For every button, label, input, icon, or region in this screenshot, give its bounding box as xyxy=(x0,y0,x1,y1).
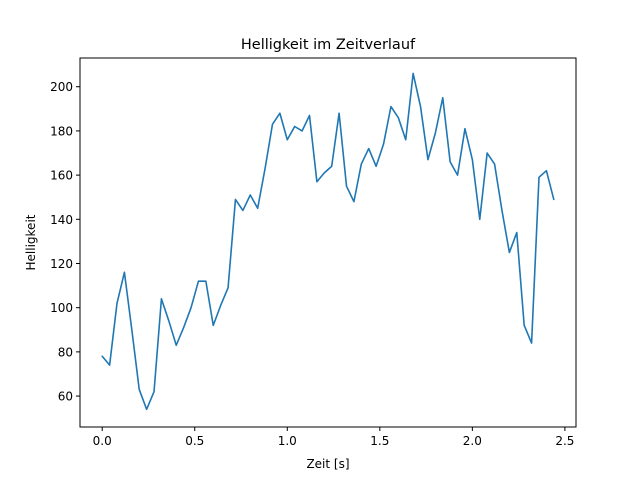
y-axis-label: Helligkeit xyxy=(24,214,38,270)
y-tick-label: 180 xyxy=(50,124,73,138)
y-tick-label: 200 xyxy=(50,80,73,94)
y-tick-label: 160 xyxy=(50,169,73,183)
x-tick-label: 2.5 xyxy=(555,434,574,448)
x-axis-label: Zeit [s] xyxy=(306,457,349,471)
y-tick-label: 140 xyxy=(50,213,73,227)
series-line xyxy=(101,72,555,411)
y-tick-label: 100 xyxy=(50,301,73,315)
x-tick-label: 1.5 xyxy=(370,434,389,448)
y-tick-label: 120 xyxy=(50,257,73,271)
chart-title: Helligkeit im Zeitverlauf xyxy=(241,37,416,53)
x-axis: 0.0 0.5 1.0 1.5 2.0 2.5 xyxy=(93,427,574,448)
x-tick-label: 2.0 xyxy=(463,434,482,448)
x-tick-label: 1.0 xyxy=(278,434,297,448)
plot-frame xyxy=(79,57,577,428)
x-tick-label: 0.5 xyxy=(185,434,204,448)
y-tick-label: 60 xyxy=(58,390,73,404)
x-tick-label: 0.0 xyxy=(93,434,112,448)
y-tick-label: 80 xyxy=(58,345,73,359)
y-axis: 60 80 100 120 140 160 180 200 xyxy=(50,80,80,404)
